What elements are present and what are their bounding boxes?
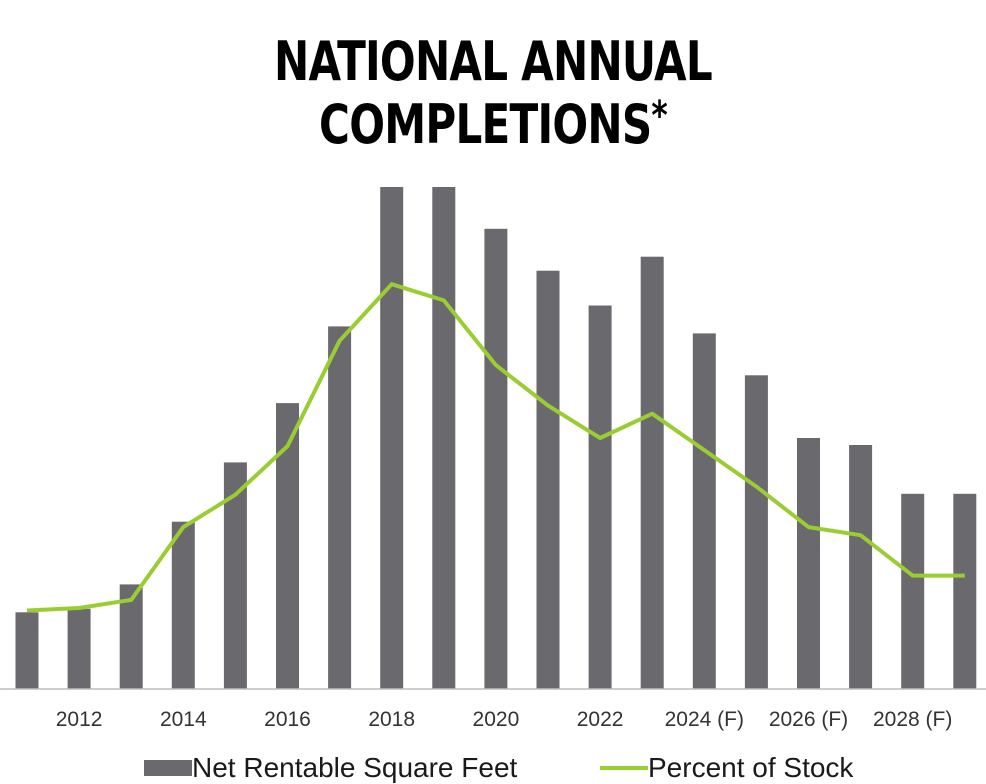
bar-2019 — [432, 187, 456, 689]
bar-2020 — [484, 228, 508, 690]
bar-2028-F — [901, 493, 925, 689]
chart-title-asterisk: * — [651, 93, 667, 139]
bar-2011 — [15, 612, 39, 689]
bar-2015 — [223, 462, 247, 689]
x-tick-2026-F: 2026 (F) — [769, 708, 848, 731]
x-tick-2022: 2022 — [577, 708, 624, 731]
bar-2018 — [380, 187, 404, 689]
bar-2029-F — [953, 493, 977, 689]
bar-2016 — [276, 403, 299, 689]
bar-2013 — [119, 584, 143, 689]
bar-series — [15, 187, 977, 690]
x-tick-2016: 2016 — [264, 708, 311, 731]
x-tick-2012: 2012 — [56, 708, 103, 731]
x-tick-2028-F: 2028 (F) — [873, 708, 952, 731]
chart-title-text: NATIONAL ANNUAL COMPLETIONS — [274, 30, 713, 156]
bar-2021 — [536, 270, 560, 689]
bar-2024-F — [692, 333, 716, 689]
x-tick-2024-F: 2024 (F) — [665, 708, 744, 731]
bar-2023 — [640, 256, 664, 689]
legend-item-line: Percent of Stock — [600, 752, 854, 783]
percent-of-stock-line — [26, 282, 965, 613]
bar-2027-F — [849, 445, 873, 689]
x-tick-2018: 2018 — [368, 708, 415, 731]
legend-line-label: Percent of Stock — [648, 752, 854, 783]
legend-bar-label: Net Rentable Square Feet — [192, 752, 518, 783]
bar-2017 — [328, 326, 352, 689]
bar-2022 — [588, 305, 612, 689]
legend-bar-swatch — [144, 760, 192, 776]
bar-2012 — [67, 608, 91, 689]
bar-2014 — [171, 521, 195, 689]
x-tick-2020: 2020 — [473, 708, 520, 731]
chart-title: NATIONAL ANNUAL COMPLETIONS* — [108, 30, 877, 156]
bar-2026-F — [797, 438, 820, 689]
bar-2025-F — [744, 375, 768, 690]
legend-item-bars: Net Rentable Square Feet — [144, 752, 518, 783]
x-tick-2014: 2014 — [160, 708, 207, 731]
legend-line-swatch — [600, 766, 648, 770]
x-tick-labels: 2012 2014 2016 2018 2020 2022 2024 (F) 2026 (F)… — [56, 708, 953, 731]
